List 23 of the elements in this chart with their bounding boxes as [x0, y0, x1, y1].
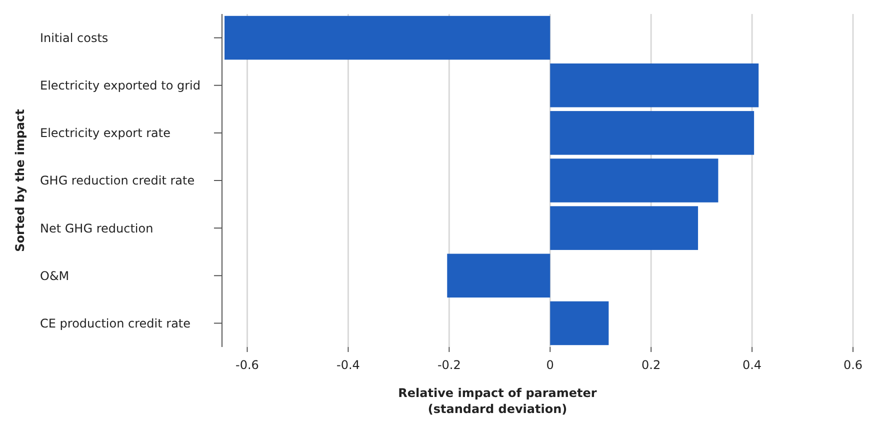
y-tick-label: CE production credit rate: [40, 316, 191, 330]
bar: [550, 63, 759, 108]
bar: [550, 158, 718, 202]
y-tick-label: Net GHG reduction: [40, 221, 154, 236]
bar: [224, 16, 550, 60]
x-tick-label: 0.6: [843, 358, 863, 372]
x-tick-label: 0.4: [742, 358, 762, 372]
x-tick-label: 0: [546, 358, 554, 372]
y-tick-label: Electricity export rate: [40, 126, 170, 140]
x-tick-label: -0.6: [236, 358, 259, 372]
x-tick-label: -0.2: [437, 358, 461, 372]
y-tick-label: O&M: [40, 268, 70, 283]
bar: [550, 301, 609, 346]
bar: [447, 254, 550, 298]
x-axis-title: Relative impact of parameter (standard deviation): [398, 386, 597, 416]
y-tick-label: GHG reduction credit rate: [40, 174, 195, 188]
x-tick-label: 0.2: [642, 358, 661, 372]
bar: [550, 206, 698, 250]
y-axis-title: Sorted by the impact: [13, 108, 27, 252]
x-tick-label: -0.4: [336, 358, 360, 372]
y-tick-label: Initial costs: [40, 30, 108, 45]
y-tick-label: Electricity exported to grid: [40, 78, 200, 93]
bar: [550, 111, 754, 155]
